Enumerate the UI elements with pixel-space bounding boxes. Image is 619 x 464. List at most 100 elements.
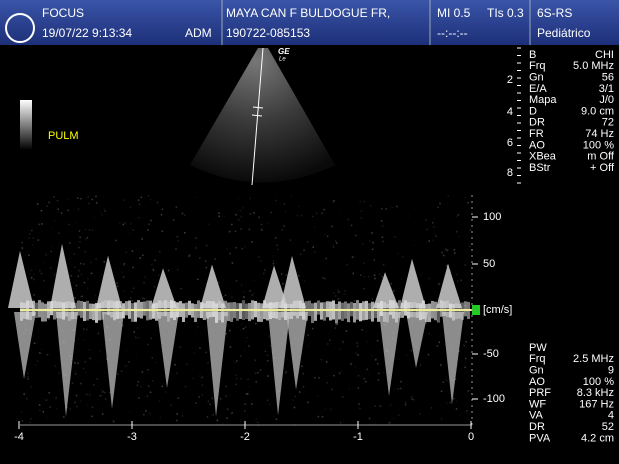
noise	[366, 348, 368, 350]
noise	[240, 228, 242, 230]
noise	[140, 386, 142, 388]
noise	[348, 219, 350, 221]
param-label: Frq	[529, 353, 546, 365]
band	[221, 303, 224, 322]
noise	[86, 329, 88, 331]
noise	[249, 229, 251, 231]
noise	[255, 419, 257, 421]
noise	[194, 352, 196, 354]
noise	[97, 399, 99, 401]
noise	[154, 260, 156, 262]
noise	[57, 211, 59, 213]
noise	[383, 372, 385, 374]
noise	[439, 203, 441, 205]
noise	[466, 347, 468, 349]
noise	[318, 416, 320, 418]
band	[107, 301, 110, 316]
noise	[75, 371, 77, 373]
band	[125, 301, 128, 315]
noise	[236, 247, 238, 249]
noise	[91, 416, 93, 418]
noise	[267, 222, 269, 224]
noise	[134, 331, 136, 333]
noise	[269, 335, 271, 337]
noise	[93, 217, 95, 219]
band	[203, 303, 206, 320]
noise	[162, 386, 164, 388]
noise	[47, 354, 49, 356]
noise	[316, 213, 318, 215]
noise	[132, 267, 134, 269]
band	[194, 304, 197, 322]
noise	[51, 251, 53, 253]
noise	[363, 288, 365, 290]
reverse-flow	[206, 312, 228, 417]
param-value: + Off	[590, 162, 615, 174]
noise	[335, 324, 337, 326]
param-label: Frq	[529, 60, 546, 72]
noise	[85, 229, 87, 231]
noise	[257, 267, 259, 269]
param-label: DR	[529, 117, 545, 129]
noise	[130, 207, 132, 209]
reverse-flow	[56, 312, 78, 416]
noise	[80, 383, 82, 385]
noise	[312, 216, 314, 218]
noise	[257, 422, 259, 424]
noise	[249, 422, 251, 424]
band	[155, 303, 158, 321]
noise	[307, 346, 309, 348]
noise	[464, 298, 466, 300]
noise	[76, 406, 78, 408]
noise	[57, 200, 59, 202]
noise	[87, 237, 89, 239]
noise	[224, 215, 226, 217]
systolic-spike	[280, 256, 306, 308]
band	[389, 300, 392, 315]
noise	[53, 196, 55, 198]
reverse-flow	[157, 312, 179, 388]
noise	[368, 276, 370, 278]
noise	[333, 375, 335, 377]
noise	[39, 270, 41, 272]
noise	[465, 197, 467, 199]
noise	[241, 216, 243, 218]
noise	[89, 240, 91, 242]
noise	[297, 215, 299, 217]
noise	[130, 297, 132, 299]
noise	[281, 273, 283, 275]
noise	[87, 196, 89, 198]
noise	[186, 364, 188, 366]
noise	[119, 222, 121, 224]
noise	[150, 220, 152, 222]
band	[161, 301, 164, 316]
noise	[322, 416, 324, 418]
noise	[138, 397, 140, 399]
mi: MI 0.5	[437, 6, 471, 20]
noise	[381, 208, 383, 210]
band	[311, 303, 314, 323]
noise	[91, 199, 93, 201]
noise	[323, 209, 325, 211]
probe: 6S-RS	[537, 6, 572, 20]
noise	[29, 273, 31, 275]
noise	[30, 386, 32, 388]
noise	[447, 195, 449, 197]
noise	[143, 282, 145, 284]
noise	[331, 226, 333, 228]
noise	[240, 355, 242, 357]
param-label: E/A	[529, 83, 547, 95]
band	[302, 303, 305, 320]
noise	[178, 397, 180, 399]
noise	[87, 288, 89, 290]
band	[98, 303, 101, 320]
param-label: AO	[529, 139, 545, 151]
noise	[307, 241, 309, 243]
noise	[369, 406, 371, 408]
noise	[298, 275, 300, 277]
noise	[147, 229, 149, 231]
noise	[76, 222, 78, 224]
param-label: PVA	[529, 432, 551, 444]
noise	[372, 242, 374, 244]
noise	[127, 366, 129, 368]
